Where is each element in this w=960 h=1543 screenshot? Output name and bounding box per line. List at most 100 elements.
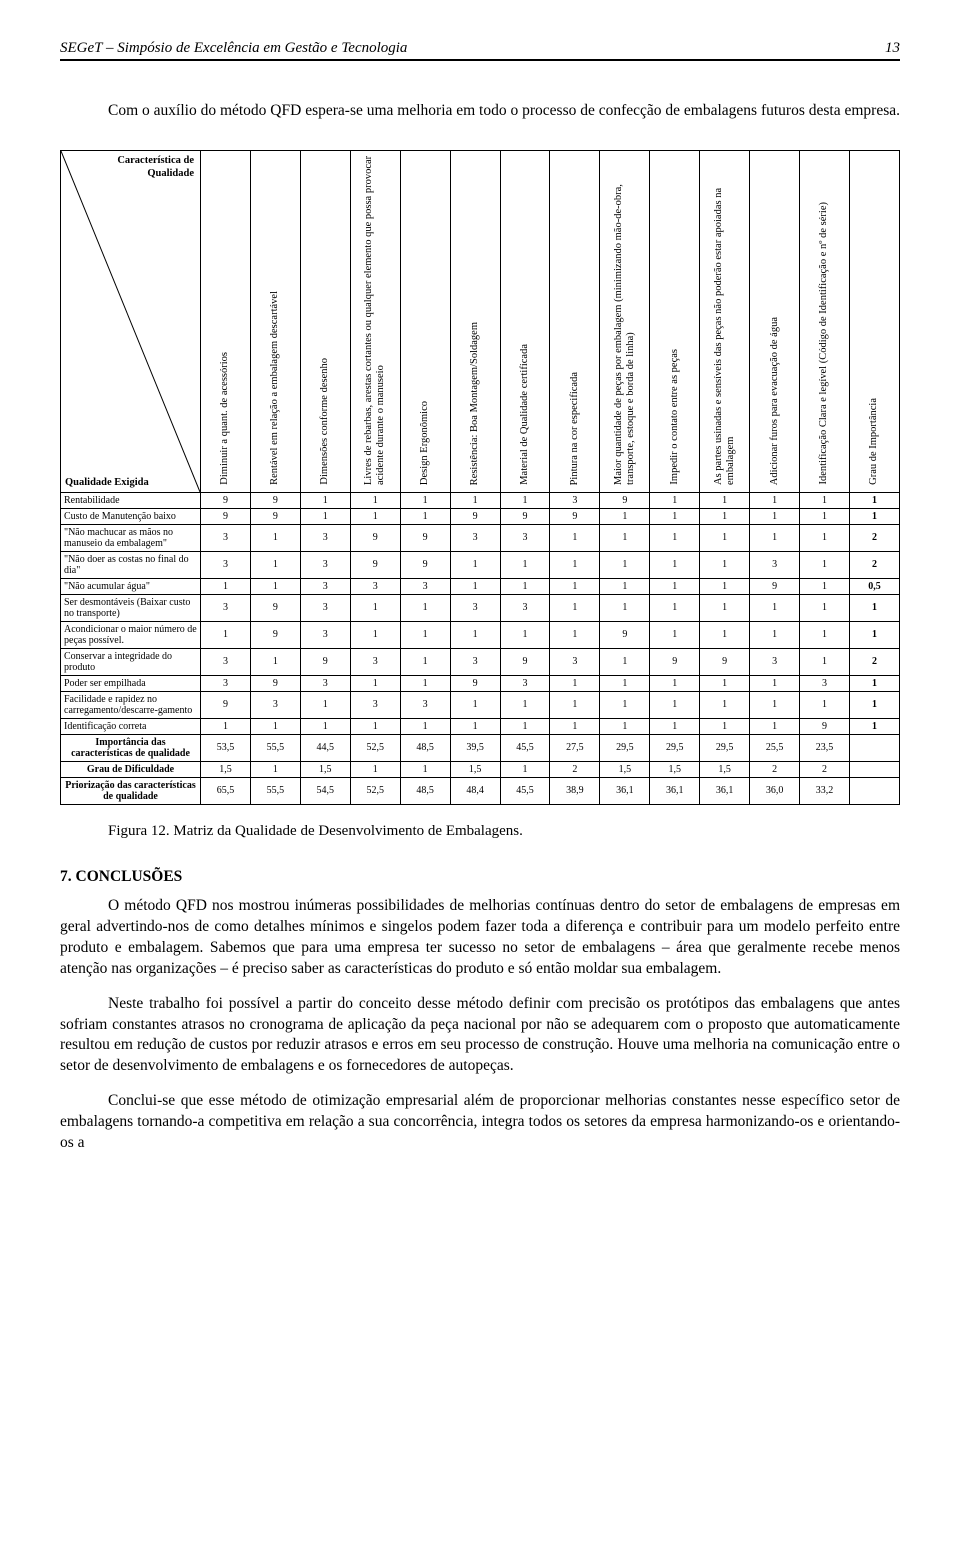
summary-label: Priorização das características de quali… [61,777,201,804]
cell: 1 [800,691,850,718]
cell: 1 [400,492,450,508]
cell: 1 [550,578,600,594]
row-label: Identificação correta [61,718,201,734]
cell: 3 [350,691,400,718]
summary-cell: 27,5 [550,734,600,761]
cell: 1 [250,648,300,675]
summary-cell: 36,0 [750,777,800,804]
cell: 1 [700,691,750,718]
cell: 3 [400,691,450,718]
cell: 1 [700,718,750,734]
figure-caption: Figura 12. Matriz da Qualidade de Desenv… [60,823,900,840]
summary-row: Importância das características de quali… [61,734,900,761]
cell: 1 [650,508,700,524]
cell: 1 [250,551,300,578]
row-label: Custo de Manutenção baixo [61,508,201,524]
cell: 1 [849,675,899,691]
summary-label: Grau de Dificuldade [61,761,201,777]
cell: 1 [849,508,899,524]
col-header: Livres de rebarbas, arestas cortantes ou… [350,150,400,492]
cell: 1 [800,551,850,578]
cell: 1 [700,594,750,621]
summary-label: Importância das características de quali… [61,734,201,761]
summary-cell: 1 [500,761,550,777]
summary-cell: 44,5 [300,734,350,761]
cell: 9 [750,578,800,594]
cell: 1 [400,508,450,524]
cell: 3 [250,691,300,718]
summary-cell: 38,9 [550,777,600,804]
summary-cell: 33,2 [800,777,850,804]
cell: 3 [201,524,251,551]
summary-cell: 29,5 [600,734,650,761]
cell: 9 [500,648,550,675]
col-header: Adicionar furos para evacuação de água [750,150,800,492]
cell: 1 [300,492,350,508]
cell: 1 [450,718,500,734]
cell: 3 [300,524,350,551]
summary-cell: 36,1 [650,777,700,804]
cell: 1 [849,492,899,508]
summary-cell: 48,4 [450,777,500,804]
cell: 1 [600,691,650,718]
cell: 1 [750,508,800,524]
cell: 1 [550,524,600,551]
corner-top-label: Característica de Qualidade [117,155,194,180]
table-row: Poder ser empilhada39311931111131 [61,675,900,691]
cell: 9 [250,508,300,524]
summary-cell: 55,5 [250,777,300,804]
table-row: Identificação correta11111111111191 [61,718,900,734]
summary-cell: 48,5 [400,777,450,804]
row-label: "Não machucar as mãos no manuseio da emb… [61,524,201,551]
header-title: SEGeT – Simpósio de Excelência em Gestão… [60,40,407,57]
table-row: "Não acumular água"11333111111910,5 [61,578,900,594]
cell: 3 [201,675,251,691]
cell: 9 [500,508,550,524]
summary-cell: 1 [350,761,400,777]
cell: 1 [800,648,850,675]
header-page-number: 13 [885,40,900,57]
cell: 9 [250,492,300,508]
cell: 1 [250,718,300,734]
table-row: Facilidade e rapidez no carregamento/des… [61,691,900,718]
intro-paragraph: Com o auxílio do método QFD espera-se um… [60,101,900,122]
row-label: "Não doer as costas no final do dia" [61,551,201,578]
cell: 1 [800,594,850,621]
cell: 9 [450,508,500,524]
cell: 1 [500,718,550,734]
cell: 1 [500,691,550,718]
summary-cell: 1,5 [300,761,350,777]
cell: 1 [550,675,600,691]
cell: 1 [800,578,850,594]
cell: 1 [400,594,450,621]
cell: 1 [350,492,400,508]
cell: 1 [750,621,800,648]
cell: 2 [849,524,899,551]
cell: 3 [450,524,500,551]
cell: 1 [700,621,750,648]
col-header: Maior quantidade de peças por embalagem … [600,150,650,492]
cell: 1 [300,508,350,524]
cell: 1 [350,508,400,524]
cell: 2 [849,551,899,578]
table-row: Conservar a integridade do produto319313… [61,648,900,675]
table-row: Rentabilidade99111113911111 [61,492,900,508]
cell: 3 [550,492,600,508]
cell: 1 [650,691,700,718]
summary-cell: 29,5 [700,734,750,761]
cell: 1 [700,524,750,551]
row-label: "Não acumular água" [61,578,201,594]
summary-cell: 23,5 [800,734,850,761]
cell: 1 [750,524,800,551]
cell: 1 [450,578,500,594]
summary-cell: 2 [800,761,850,777]
summary-cell [849,777,899,804]
cell: 1 [350,594,400,621]
cell: 3 [750,648,800,675]
cell: 3 [450,648,500,675]
cell: 9 [400,524,450,551]
cell: 1 [750,691,800,718]
cell: 0,5 [849,578,899,594]
row-label: Acondicionar o maior número de peças pos… [61,621,201,648]
cell: 1 [350,675,400,691]
